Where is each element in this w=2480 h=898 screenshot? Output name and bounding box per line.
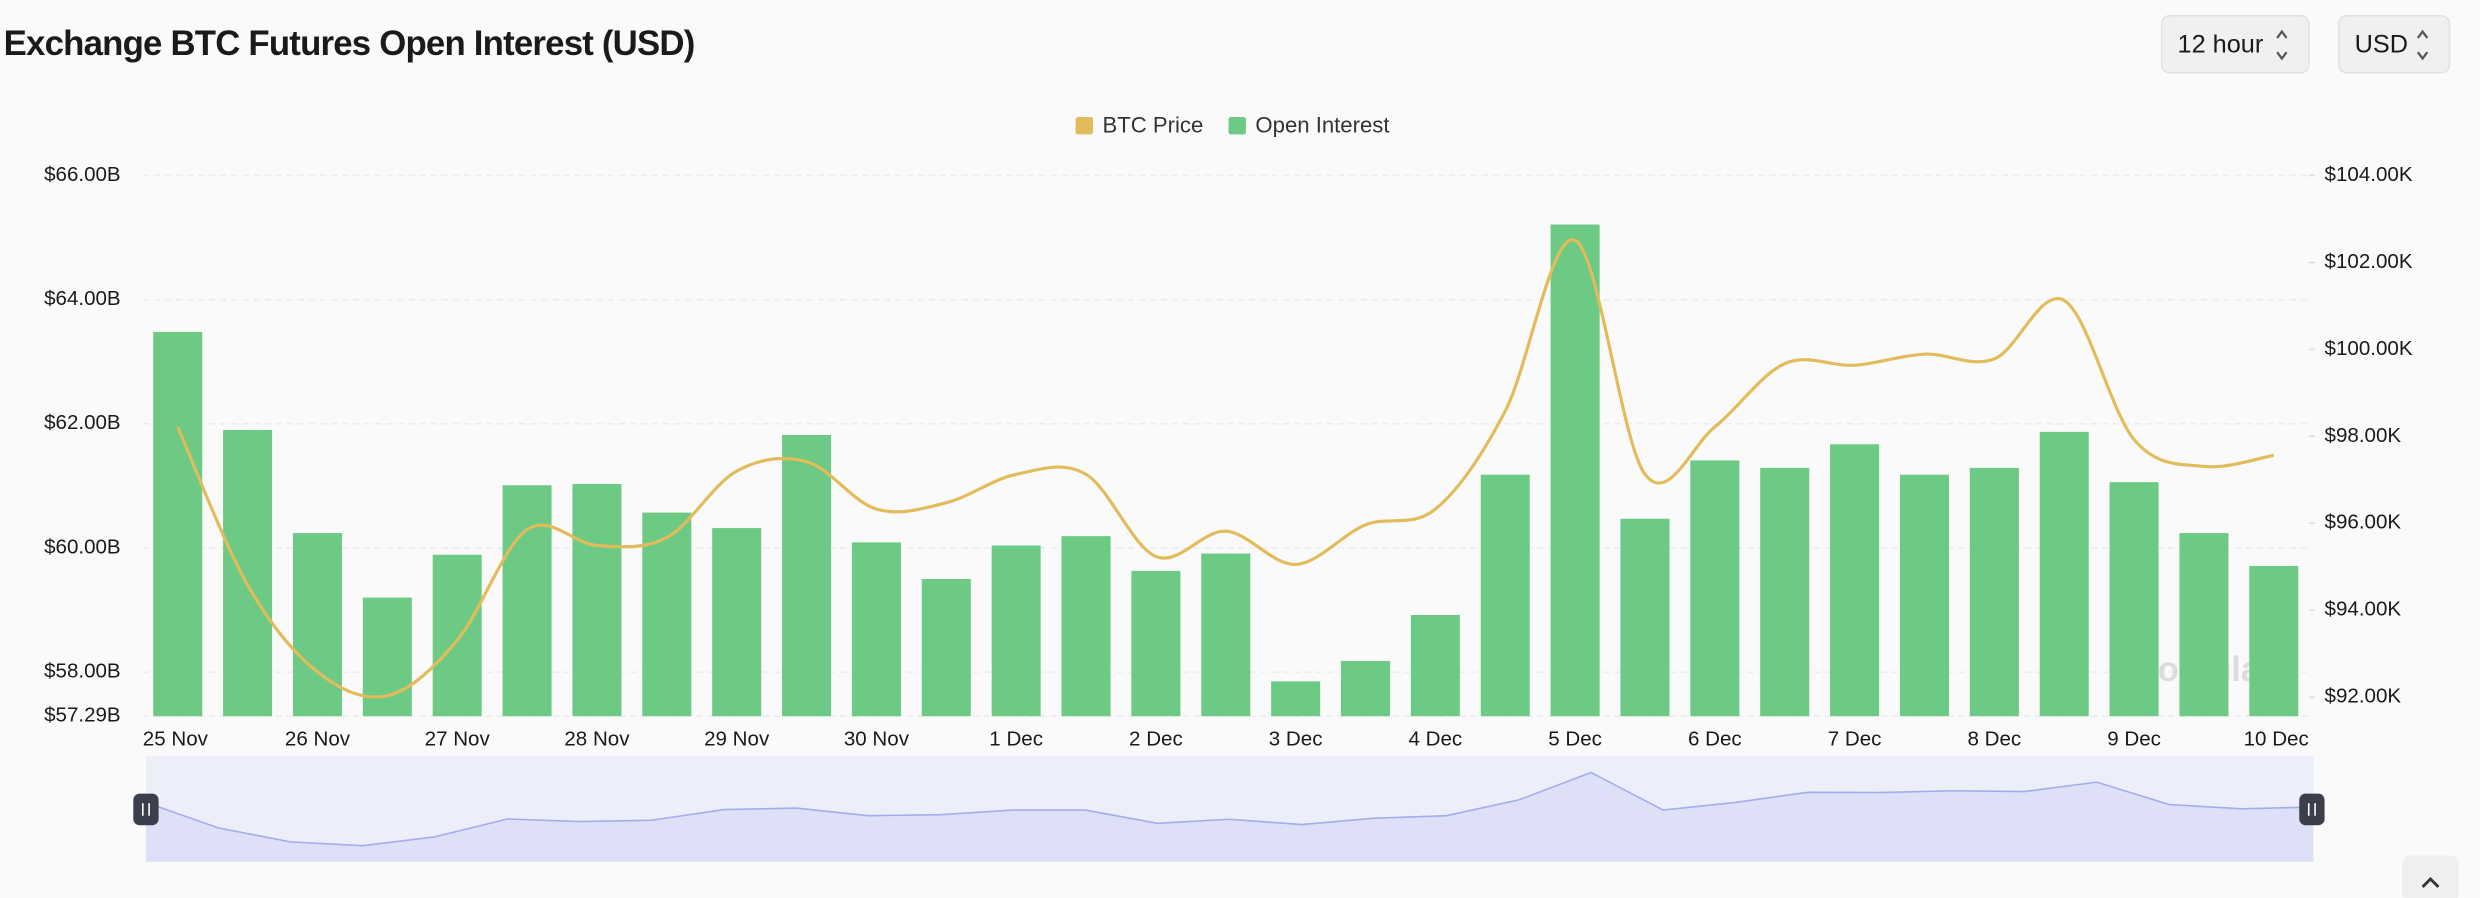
bar [1899, 474, 1949, 717]
legend-swatch [1228, 116, 1246, 135]
chart-title: Exchange BTC Futures Open Interest (USD) [4, 25, 695, 63]
bar [1620, 518, 1670, 717]
bar [2179, 533, 2229, 717]
bar [432, 554, 482, 717]
y2-tick-label: $96.00K [2325, 511, 2402, 534]
x-tick-label: 25 Nov [143, 727, 209, 750]
marks [153, 224, 2299, 717]
bar [1830, 444, 1880, 717]
legend-swatch [1075, 116, 1093, 135]
scroll-top-button[interactable] [2402, 855, 2459, 898]
y2-tick-label: $94.00K [2325, 598, 2402, 621]
x-tick-label: 27 Nov [425, 727, 491, 750]
y2-tick-label: $104.00K [2325, 163, 2413, 186]
select-arrows [2416, 29, 2429, 61]
bar [1760, 467, 1810, 717]
bar [991, 545, 1041, 717]
legend-label: Open Interest [1255, 112, 1389, 137]
bar [782, 434, 832, 717]
bar [1969, 467, 2019, 717]
y2-tick-label: $98.00K [2325, 424, 2402, 447]
bar [712, 528, 762, 717]
handle-grip [2307, 803, 2316, 816]
x-tick-label: 10 Dec [2244, 727, 2309, 750]
interval-text[interactable]: 12 hour [2178, 31, 2264, 59]
x-tick-label: 5 Dec [1548, 727, 1602, 750]
bar [851, 542, 901, 717]
x-tick-label: 1 Dec [989, 727, 1043, 750]
x-tick-label: 9 Dec [2107, 727, 2161, 750]
y2-tick-label: $100.00K [2325, 337, 2413, 360]
y-tick-label: $57.29B [44, 704, 121, 727]
bar [1690, 460, 1740, 717]
y-tick-label: $66.00B [44, 163, 121, 186]
x-tick-label: 6 Dec [1688, 727, 1742, 750]
handle-grip [142, 803, 150, 816]
bar [1131, 570, 1181, 717]
select-arrows [2276, 29, 2288, 61]
bar [1341, 660, 1391, 717]
navigator-line [145, 771, 2314, 847]
interval-box[interactable] [2160, 15, 2310, 74]
x-tick-label: 28 Nov [564, 727, 630, 750]
y2-tick-label: $102.00K [2325, 250, 2413, 273]
bar [921, 578, 971, 717]
bar [1061, 536, 1111, 717]
y-tick-label: $58.00B [44, 660, 121, 683]
y2-tick-label: $92.00K [2325, 685, 2402, 708]
x-tick-label: 4 Dec [1409, 727, 1463, 750]
currency-text[interactable]: USD [2355, 31, 2408, 59]
bar [2109, 482, 2159, 717]
y-tick-label: $62.00B [44, 411, 121, 434]
bar [572, 484, 622, 717]
bar [502, 485, 552, 717]
bar [153, 331, 203, 717]
x-tick-label: 3 Dec [1269, 727, 1323, 750]
bar [642, 512, 692, 717]
navigator-area [145, 772, 2314, 862]
bar [1480, 474, 1530, 717]
bar [223, 430, 273, 717]
bar [1271, 681, 1321, 717]
interval-select[interactable]: 12 hour [2160, 15, 2310, 74]
y-tick-label: $64.00B [44, 287, 121, 310]
navigator-handle[interactable] [2299, 793, 2325, 826]
bar [362, 597, 412, 717]
x-tick-label: 2 Dec [1129, 727, 1183, 750]
x-tick-label: 7 Dec [1828, 727, 1882, 750]
navigator-handle[interactable] [133, 793, 159, 826]
bar [1550, 224, 1600, 717]
scroll-top-icon [2421, 877, 2440, 888]
x-tick-label: 26 Nov [285, 727, 351, 750]
y-tick-label: $60.00B [44, 535, 121, 558]
bar [2039, 431, 2089, 717]
bar [292, 533, 342, 717]
legend-label: BTC Price [1102, 112, 1203, 137]
bar [1201, 553, 1251, 717]
currency-select[interactable]: USD [2337, 15, 2451, 74]
bar [2249, 565, 2299, 717]
x-tick-label: 30 Nov [844, 727, 910, 750]
price-line [176, 238, 2275, 699]
x-tick-label: 8 Dec [1967, 727, 2021, 750]
x-tick-label: 29 Nov [704, 727, 770, 750]
bar [1410, 614, 1460, 717]
navigator[interactable] [133, 755, 2325, 862]
